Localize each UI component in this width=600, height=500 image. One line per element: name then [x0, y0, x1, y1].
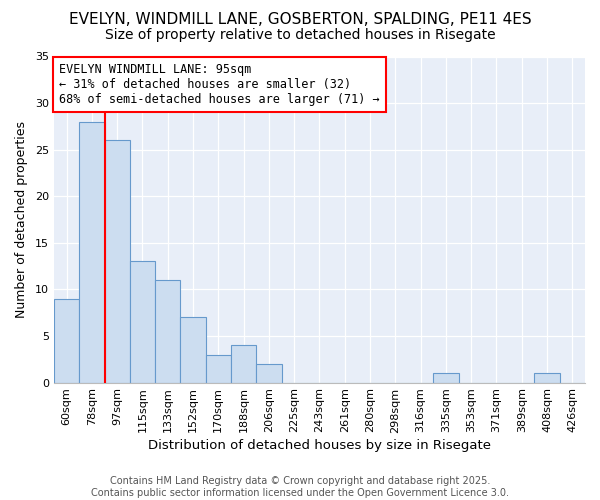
- X-axis label: Distribution of detached houses by size in Risegate: Distribution of detached houses by size …: [148, 440, 491, 452]
- Bar: [433, 374, 458, 382]
- Bar: [54, 298, 79, 382]
- Text: EVELYN WINDMILL LANE: 95sqm
← 31% of detached houses are smaller (32)
68% of sem: EVELYN WINDMILL LANE: 95sqm ← 31% of det…: [59, 63, 380, 106]
- Y-axis label: Number of detached properties: Number of detached properties: [15, 121, 28, 318]
- Bar: [256, 364, 281, 382]
- Text: Size of property relative to detached houses in Risegate: Size of property relative to detached ho…: [104, 28, 496, 42]
- Bar: [206, 354, 231, 382]
- Text: EVELYN, WINDMILL LANE, GOSBERTON, SPALDING, PE11 4ES: EVELYN, WINDMILL LANE, GOSBERTON, SPALDI…: [68, 12, 532, 28]
- Bar: [79, 122, 104, 382]
- Bar: [104, 140, 130, 382]
- Bar: [130, 262, 155, 382]
- Text: Contains HM Land Registry data © Crown copyright and database right 2025.
Contai: Contains HM Land Registry data © Crown c…: [91, 476, 509, 498]
- Bar: [155, 280, 181, 382]
- Bar: [535, 374, 560, 382]
- Bar: [231, 346, 256, 383]
- Bar: [181, 318, 206, 382]
